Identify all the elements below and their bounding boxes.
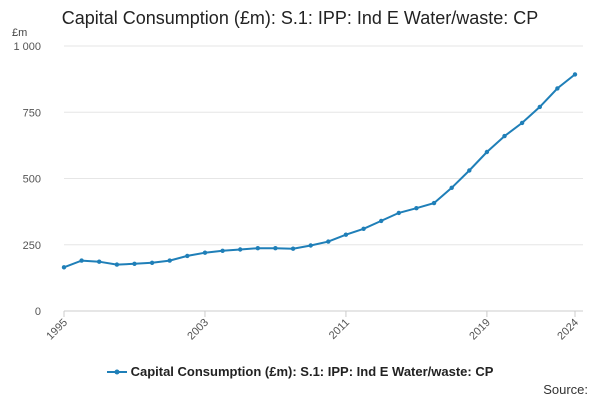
data-point bbox=[132, 261, 137, 266]
data-point bbox=[255, 246, 260, 251]
data-point bbox=[326, 239, 331, 244]
data-point bbox=[61, 265, 67, 270]
data-point bbox=[379, 218, 384, 224]
data-point bbox=[79, 258, 84, 263]
x-axis-ticks: 1995 2003 2011 2019 2024 bbox=[44, 311, 581, 342]
y-axis-unit-label: £m bbox=[12, 27, 27, 39]
data-point bbox=[467, 168, 472, 173]
data-point bbox=[308, 243, 313, 248]
y-tick-label: 0 bbox=[35, 306, 41, 318]
legend-label: Capital Consumption (£m): S.1: IPP: Ind … bbox=[130, 364, 494, 379]
x-tick-label: 2003 bbox=[185, 317, 211, 343]
data-point bbox=[537, 104, 542, 110]
data-point bbox=[502, 133, 507, 139]
data-point bbox=[290, 246, 296, 251]
legend: Capital Consumption (£m): S.1: IPP: Ind … bbox=[0, 364, 600, 379]
data-point bbox=[202, 250, 208, 255]
x-tick-label: 2024 bbox=[555, 317, 581, 343]
legend-swatch bbox=[106, 369, 127, 374]
data-point bbox=[343, 232, 349, 237]
x-tick-label: 1995 bbox=[44, 317, 70, 343]
data-point bbox=[167, 258, 172, 263]
data-point bbox=[97, 259, 102, 264]
data-point bbox=[238, 247, 243, 252]
gridlines bbox=[64, 45, 583, 312]
data-point bbox=[519, 120, 525, 126]
data-point bbox=[361, 226, 366, 231]
y-tick-label: 1 000 bbox=[13, 41, 41, 53]
source-label: Source: bbox=[543, 382, 588, 397]
data-point bbox=[572, 72, 578, 77]
data-point bbox=[484, 149, 490, 155]
x-tick-label: 2011 bbox=[327, 317, 352, 342]
y-axis-ticks: 0 250 500 750 1 000 bbox=[13, 41, 41, 318]
data-point bbox=[396, 210, 401, 216]
data-point bbox=[431, 200, 437, 206]
y-tick-label: 750 bbox=[23, 107, 41, 119]
data-point bbox=[449, 185, 454, 190]
x-tick-label: 2019 bbox=[467, 317, 493, 343]
data-point bbox=[114, 262, 120, 267]
data-point bbox=[149, 260, 155, 265]
data-point bbox=[273, 246, 278, 251]
chart-title: Capital Consumption (£m): S.1: IPP: Ind … bbox=[61, 8, 539, 28]
data-point bbox=[555, 86, 560, 91]
y-tick-label: 250 bbox=[23, 240, 41, 252]
data-point bbox=[414, 206, 419, 211]
series-line bbox=[63, 73, 576, 269]
data-point bbox=[185, 253, 190, 259]
data-point bbox=[220, 248, 225, 253]
y-tick-label: 500 bbox=[23, 174, 41, 186]
series-points bbox=[61, 72, 578, 270]
